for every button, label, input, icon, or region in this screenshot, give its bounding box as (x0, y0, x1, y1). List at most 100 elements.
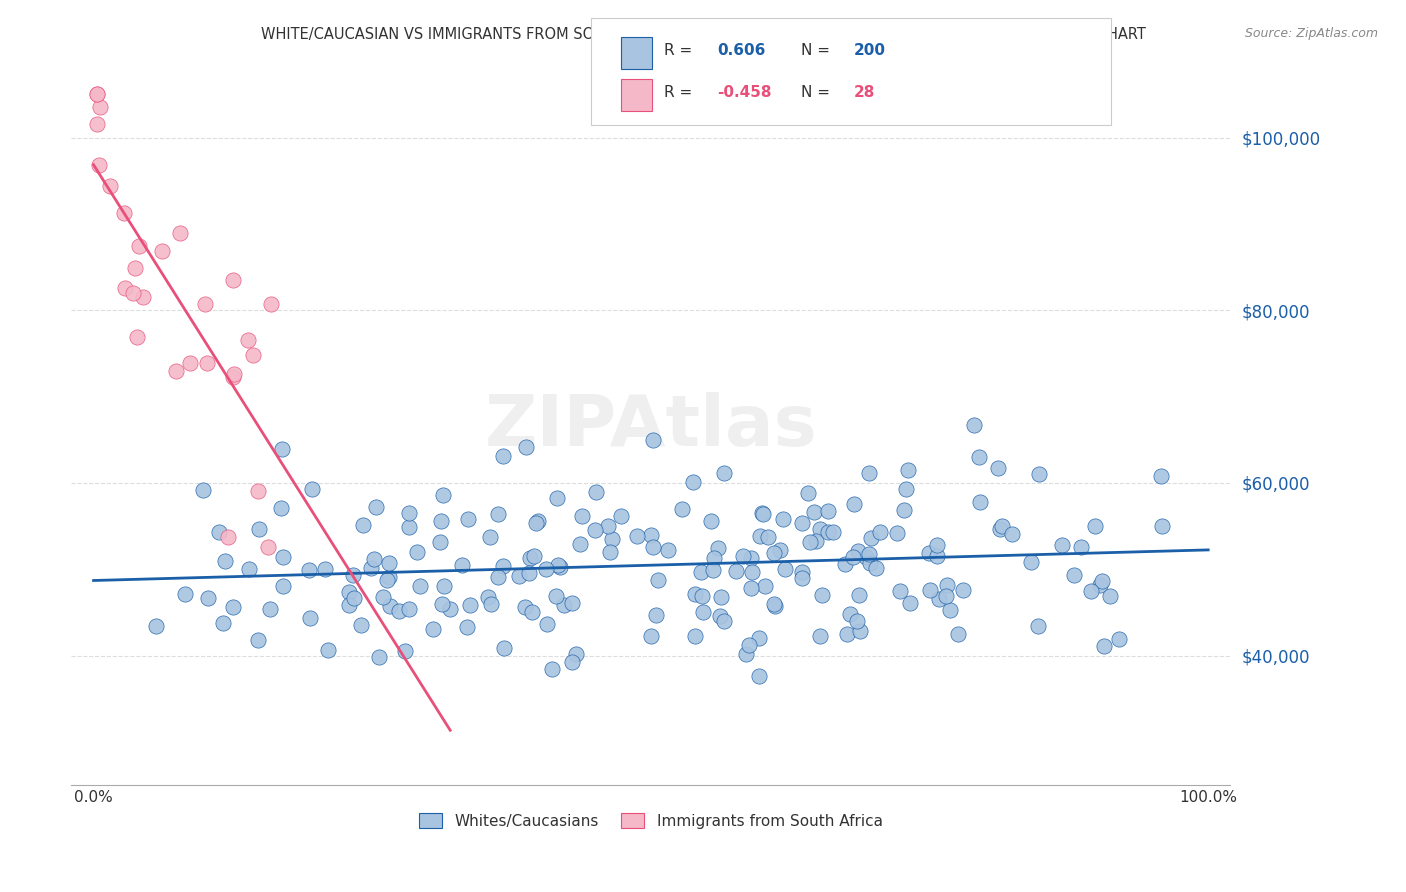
Point (803, 505, 825, 519)
Point (179, 356, 201, 370)
Point (1088, 578, 1111, 592)
Text: ZIPAtlas: ZIPAtlas (485, 392, 817, 461)
Point (641, 540, 664, 554)
Point (561, 655, 583, 669)
Point (519, 551, 541, 566)
Point (657, 542, 679, 557)
Point (925, 549, 948, 564)
Point (270, 442, 292, 456)
Point (748, 631, 770, 645)
Point (939, 603, 962, 617)
Point (849, 624, 872, 638)
Point (378, 570, 401, 584)
Point (703, 551, 725, 566)
Point (169, 226, 191, 240)
Point (894, 482, 917, 496)
Point (790, 571, 813, 585)
Point (388, 604, 411, 618)
Point (406, 545, 429, 559)
Point (526, 514, 548, 528)
Point (508, 569, 530, 583)
Text: R =: R = (664, 86, 697, 100)
Point (548, 560, 571, 574)
Point (640, 527, 662, 541)
Point (799, 535, 821, 549)
Point (360, 561, 382, 575)
Point (748, 668, 770, 682)
Point (523, 549, 546, 563)
Point (1070, 540, 1092, 554)
Point (366, 500, 388, 514)
Point (845, 614, 868, 628)
Point (886, 525, 908, 540)
Point (740, 551, 762, 566)
Point (731, 549, 754, 563)
Point (682, 475, 704, 489)
Point (893, 502, 915, 516)
Point (808, 522, 831, 536)
Point (217, 530, 239, 544)
Point (683, 586, 706, 600)
Point (585, 485, 607, 500)
Point (842, 497, 865, 511)
Text: 28: 28 (853, 86, 875, 100)
Point (1019, 555, 1042, 569)
Point (796, 486, 818, 500)
Point (553, 598, 575, 612)
Point (478, 530, 501, 544)
Point (963, 418, 986, 433)
Point (429, 515, 451, 529)
Text: -0.458: -0.458 (717, 86, 772, 100)
Point (373, 591, 395, 605)
Point (702, 563, 724, 577)
Point (987, 461, 1010, 475)
Point (127, 330, 149, 344)
Point (432, 597, 454, 611)
Point (709, 590, 731, 604)
Point (191, 483, 214, 498)
Point (298, 611, 321, 625)
Point (301, 483, 323, 497)
Point (337, 598, 360, 612)
Point (222, 273, 245, 287)
Point (238, 333, 260, 347)
Point (368, 650, 391, 665)
Point (889, 583, 911, 598)
Point (337, 585, 360, 599)
Point (457, 511, 479, 525)
Point (858, 466, 880, 480)
Point (641, 433, 664, 447)
Point (817, 503, 839, 517)
Point (515, 440, 537, 454)
Point (211, 616, 233, 631)
Point (375, 573, 398, 587)
Point (763, 545, 786, 559)
Point (583, 523, 606, 537)
Legend: Whites/Caucasians, Immigrants from South Africa: Whites/Caucasians, Immigrants from South… (413, 806, 889, 835)
Point (754, 579, 776, 593)
Point (224, 367, 246, 381)
Point (195, 356, 218, 370)
Point (569, 537, 592, 551)
Point (515, 599, 537, 614)
Point (1150, 469, 1173, 483)
Point (671, 502, 693, 516)
Point (991, 518, 1014, 533)
Point (927, 538, 949, 552)
Point (610, 508, 633, 523)
Point (132, 290, 155, 304)
Point (647, 573, 669, 587)
Point (724, 565, 747, 579)
Point (222, 370, 245, 384)
Point (259, 602, 281, 616)
Point (738, 638, 761, 652)
Point (257, 540, 280, 554)
Point (494, 640, 516, 655)
Point (247, 522, 270, 536)
Point (121, 286, 143, 301)
Point (128, 239, 150, 253)
Point (565, 647, 588, 661)
Point (869, 524, 891, 539)
Point (492, 449, 515, 463)
Point (599, 545, 621, 559)
